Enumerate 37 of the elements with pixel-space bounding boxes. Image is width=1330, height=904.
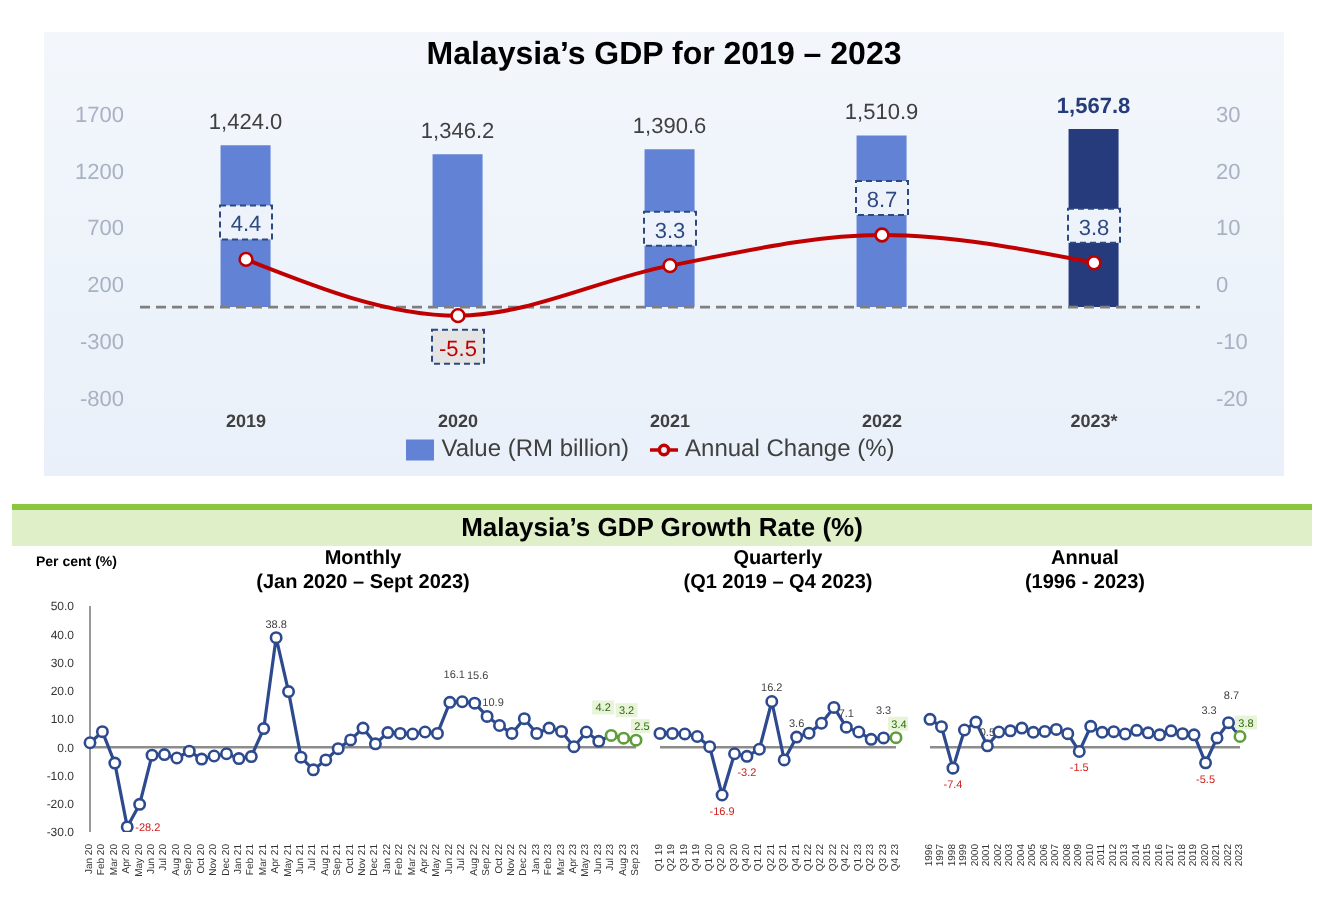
data-label: 3.8 xyxy=(1078,216,1110,241)
data-label: 1,424.0 xyxy=(208,111,283,136)
data-label: 3.3 xyxy=(654,219,686,244)
data-label: 8.7 xyxy=(866,188,898,213)
y-tick-label: 1200 xyxy=(75,160,124,185)
chart-subtitle: (1996 - 2023) xyxy=(1022,572,1148,596)
x-tick-label: 2022 xyxy=(861,410,903,431)
chart-subtitle: (Jan 2020 – Sept 2023) xyxy=(254,572,472,596)
y2-tick-label: -20 xyxy=(1216,387,1248,412)
x-tick-label: 2021 xyxy=(649,410,691,431)
y2-tick-label: 0 xyxy=(1216,274,1229,299)
y-tick-label: 200 xyxy=(87,274,124,299)
chart-title: Malaysia’s GDP for 2019 – 2023 xyxy=(424,38,904,76)
y-tick-label: -800 xyxy=(79,387,124,412)
chart-title: Annual xyxy=(1049,548,1121,572)
y-tick-label: -300 xyxy=(79,331,124,356)
data-label: 1,510.9 xyxy=(844,101,919,126)
y2-tick-label: 10 xyxy=(1216,217,1241,242)
chart-subtitle: (Q1 2019 – Q4 2023) xyxy=(681,572,875,596)
x-tick-label: 2023* xyxy=(1070,410,1119,431)
y-tick-label: 1700 xyxy=(75,103,124,128)
y2-tick-label: 20 xyxy=(1216,160,1241,185)
data-label: -5.5 xyxy=(439,337,477,362)
chart-title: Quarterly xyxy=(731,548,825,572)
y-tick-label: 700 xyxy=(87,217,124,242)
data-label: 1,390.6 xyxy=(632,115,707,140)
y2-tick-label: -10 xyxy=(1216,331,1248,356)
chart-title: Monthly xyxy=(324,548,402,570)
data-label: 4.4 xyxy=(230,213,262,238)
x-tick-label: 2019 xyxy=(225,410,267,431)
data-label: 1,346.2 xyxy=(420,120,495,145)
legend-label: Value (RM billion) xyxy=(441,434,630,462)
x-tick-label: 2020 xyxy=(437,410,479,431)
legend-label: Annual Change (%) xyxy=(685,434,895,462)
text: Malaysia’s GDP Growth Rate (%) xyxy=(12,504,1312,546)
y2-tick-label: 30 xyxy=(1216,103,1241,128)
data-label: 1,567.8 xyxy=(1056,95,1131,120)
